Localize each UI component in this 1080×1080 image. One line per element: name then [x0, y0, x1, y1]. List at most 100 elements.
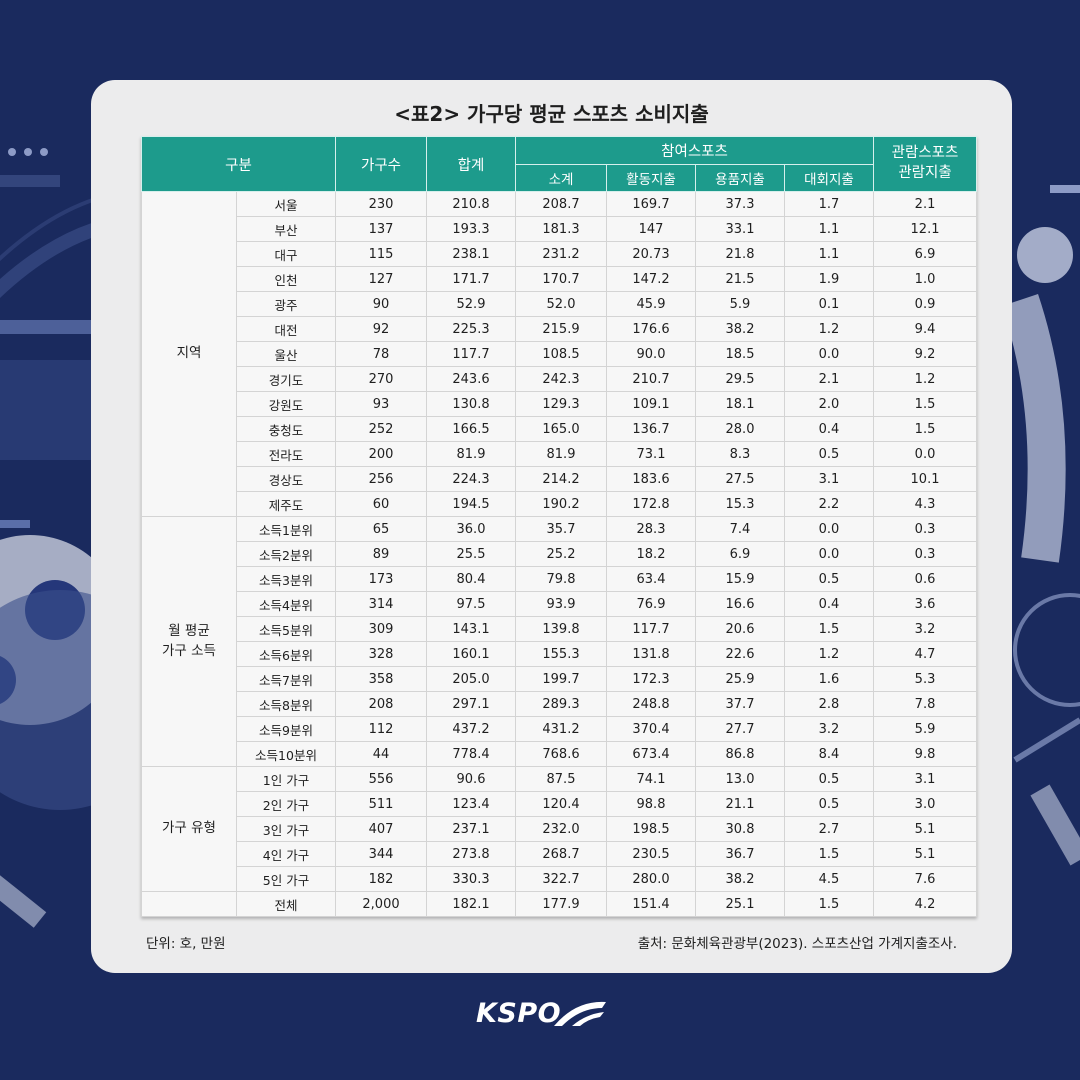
- cell-subtotal: 190.2: [515, 491, 607, 517]
- cell-competition: 1.1: [783, 241, 875, 267]
- cell-activity: 280.0: [606, 866, 696, 892]
- table-row: 소득3분위 173 80.4 79.8 63.4 15.9 0.5 0.6: [142, 566, 978, 592]
- cell-total: 123.4: [426, 791, 516, 817]
- cell-total: 225.3: [426, 316, 516, 342]
- cell-equipment: 29.5: [695, 366, 785, 392]
- cell-spectator: 0.3: [873, 541, 978, 567]
- group-label-household-type: 가구 유형: [141, 766, 237, 892]
- row-label: 소득3분위: [236, 566, 336, 592]
- cell-competition: 1.5: [783, 891, 875, 917]
- logo-swoosh-icon: [554, 1001, 606, 1026]
- group-label-empty: [141, 891, 237, 917]
- table-row: 경기도 270 243.6 242.3 210.7 29.5 2.1 1.2: [142, 366, 978, 392]
- cell-households: 115: [335, 241, 427, 267]
- table-row: 소득9분위 112 437.2 431.2 370.4 27.7 3.2 5.9: [142, 716, 978, 742]
- cell-subtotal: 181.3: [515, 216, 607, 242]
- cell-spectator: 1.0: [873, 266, 978, 292]
- cell-equipment: 28.0: [695, 416, 785, 442]
- table-row: 울산 78 117.7 108.5 90.0 18.5 0.0 9.2: [142, 341, 978, 367]
- cell-subtotal: 768.6: [515, 741, 607, 767]
- cell-spectator: 5.3: [873, 666, 978, 692]
- col-header-competition: 대회지출: [783, 164, 875, 192]
- cell-competition: 1.1: [783, 216, 875, 242]
- cell-activity: 74.1: [606, 766, 696, 792]
- header-row-1: 구분 가구수 합계 참여스포츠 관람스포츠 관람지출: [141, 136, 978, 192]
- cell-activity: 673.4: [606, 741, 696, 767]
- cell-competition: 0.4: [783, 591, 875, 617]
- cell-activity: 151.4: [606, 891, 696, 917]
- cell-competition: 1.7: [783, 191, 875, 217]
- cell-activity: 230.5: [606, 841, 696, 867]
- table-row: 전체 2,000 182.1 177.9 151.4 25.1 1.5 4.2: [141, 891, 978, 917]
- cell-competition: 0.5: [783, 566, 875, 592]
- col-header-subtotal: 소계: [515, 164, 607, 192]
- cell-subtotal: 232.0: [515, 816, 607, 842]
- row-label: 소득10분위: [236, 741, 336, 767]
- cell-equipment: 25.1: [695, 891, 785, 917]
- row-label: 대구: [236, 241, 336, 267]
- cell-activity: 136.7: [606, 416, 696, 442]
- cell-subtotal: 81.9: [515, 441, 607, 467]
- row-label: 소득8분위: [236, 691, 336, 717]
- cell-households: 358: [335, 666, 427, 692]
- row-label: 대전: [236, 316, 336, 342]
- cell-households: 328: [335, 641, 427, 667]
- cell-spectator: 9.8: [873, 741, 978, 767]
- cell-activity: 176.6: [606, 316, 696, 342]
- cell-competition: 0.4: [783, 416, 875, 442]
- cell-households: 112: [335, 716, 427, 742]
- row-label: 인천: [236, 266, 336, 292]
- cell-activity: 131.8: [606, 641, 696, 667]
- cell-equipment: 20.6: [695, 616, 785, 642]
- cell-spectator: 7.8: [873, 691, 978, 717]
- cell-total: 90.6: [426, 766, 516, 792]
- cell-subtotal: 139.8: [515, 616, 607, 642]
- table-row: 3인 가구 407 237.1 232.0 198.5 30.8 2.7 5.1: [142, 816, 978, 842]
- cell-spectator: 4.2: [873, 891, 978, 917]
- cell-households: 65: [335, 516, 427, 542]
- cell-total: 130.8: [426, 391, 516, 417]
- cell-households: 256: [335, 466, 427, 492]
- cell-competition: 2.2: [783, 491, 875, 517]
- cell-competition: 1.2: [783, 316, 875, 342]
- cell-subtotal: 87.5: [515, 766, 607, 792]
- cell-households: 270: [335, 366, 427, 392]
- cell-equipment: 38.2: [695, 316, 785, 342]
- cell-spectator: 1.2: [873, 366, 978, 392]
- table-row: 전라도 200 81.9 81.9 73.1 8.3 0.5 0.0: [142, 441, 978, 467]
- cell-total: 778.4: [426, 741, 516, 767]
- cell-households: 407: [335, 816, 427, 842]
- cell-activity: 248.8: [606, 691, 696, 717]
- cell-competition: 2.7: [783, 816, 875, 842]
- table-row: 지역 서울 230 210.8 208.7 169.7 37.3 1.7 2.1: [141, 191, 978, 517]
- cell-subtotal: 231.2: [515, 241, 607, 267]
- table-row: 소득10분위 44 778.4 768.6 673.4 86.8 8.4 9.8: [142, 741, 978, 767]
- cell-spectator: 4.7: [873, 641, 978, 667]
- cell-activity: 109.1: [606, 391, 696, 417]
- unit-note: 단위: 호, 만원: [146, 936, 226, 952]
- cell-subtotal: 120.4: [515, 791, 607, 817]
- cell-activity: 18.2: [606, 541, 696, 567]
- spending-table: 구분 가구수 합계 참여스포츠 관람스포츠 관람지출 소계 활동지출 용품지출 …: [141, 136, 978, 917]
- cell-spectator: 3.2: [873, 616, 978, 642]
- cell-equipment: 27.5: [695, 466, 785, 492]
- cell-spectator: 5.1: [873, 816, 978, 842]
- col-header-activity: 활동지출: [606, 164, 696, 192]
- cell-subtotal: 52.0: [515, 291, 607, 317]
- row-label: 울산: [236, 341, 336, 367]
- row-label: 서울: [236, 191, 336, 217]
- row-label: 4인 가구: [236, 841, 336, 867]
- cell-competition: 2.8: [783, 691, 875, 717]
- col-header-equipment: 용품지출: [695, 164, 785, 192]
- cell-total: 80.4: [426, 566, 516, 592]
- table-row: 5인 가구 182 330.3 322.7 280.0 38.2 4.5 7.6: [142, 866, 978, 892]
- cell-spectator: 4.3: [873, 491, 978, 517]
- cell-competition: 0.0: [783, 341, 875, 367]
- table-title: <표2> 가구당 평균 스포츠 소비지출: [394, 102, 709, 126]
- cell-total: 171.7: [426, 266, 516, 292]
- cell-total: 117.7: [426, 341, 516, 367]
- table-row: 대구 115 238.1 231.2 20.73 21.8 1.1 6.9: [142, 241, 978, 267]
- cell-spectator: 9.2: [873, 341, 978, 367]
- cell-competition: 0.5: [783, 791, 875, 817]
- table-row: 강원도 93 130.8 129.3 109.1 18.1 2.0 1.5: [142, 391, 978, 417]
